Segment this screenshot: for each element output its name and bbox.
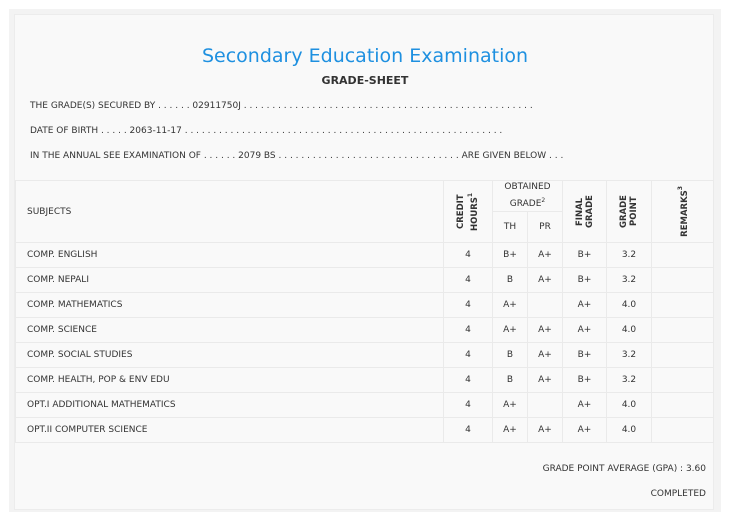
cell-final: A+: [562, 417, 607, 443]
cell-gp: 3.2: [606, 267, 652, 293]
cell-th: A+: [492, 317, 528, 343]
cell-subject: COMP. HEALTH, POP & ENV EDU: [15, 367, 444, 393]
table-row: COMP. MATHEMATICS 4 A+ A+ 4.0: [15, 292, 714, 318]
cell-final: A+: [562, 392, 607, 418]
cell-remarks: [651, 392, 714, 418]
cell-subject: COMP. SCIENCE: [15, 317, 444, 343]
table-row: COMP. NEPALI 4 B A+ B+ 3.2: [15, 267, 714, 293]
cell-subject: COMP. MATHEMATICS: [15, 292, 444, 318]
cell-credit: 4: [443, 267, 493, 293]
cell-pr: [527, 392, 563, 418]
credit-hours-header: CREDIT HOURS1: [443, 180, 493, 243]
table-row: OPT.II COMPUTER SCIENCE 4 A+ A+ A+ 4.0: [15, 417, 714, 443]
table-row: OPT.I ADDITIONAL MATHEMATICS 4 A+ A+ 4.0: [15, 392, 714, 418]
pr-header: PR: [527, 211, 563, 243]
cell-gp: 3.2: [606, 242, 652, 268]
cell-remarks: [651, 242, 714, 268]
cell-credit: 4: [443, 367, 493, 393]
cell-remarks: [651, 417, 714, 443]
cell-pr: A+: [527, 267, 563, 293]
cell-subject: COMP. ENGLISH: [15, 242, 444, 268]
status: COMPLETED: [650, 489, 706, 499]
cell-gp: 3.2: [606, 342, 652, 368]
exam-line: IN THE ANNUAL SEE EXAMINATION OF . . . .…: [30, 151, 564, 161]
cell-subject: COMP. NEPALI: [15, 267, 444, 293]
cell-credit: 4: [443, 292, 493, 318]
cell-credit: 4: [443, 392, 493, 418]
cell-gp: 4.0: [606, 317, 652, 343]
cell-subject: COMP. SOCIAL STUDIES: [15, 342, 444, 368]
cell-credit: 4: [443, 317, 493, 343]
cell-th: A+: [492, 292, 528, 318]
gpa: GRADE POINT AVERAGE (GPA) : 3.60: [542, 464, 706, 474]
cell-remarks: [651, 267, 714, 293]
cell-gp: 4.0: [606, 392, 652, 418]
secured-by-line: THE GRADE(S) SECURED BY . . . . . . 0291…: [30, 101, 533, 111]
cell-th: B: [492, 342, 528, 368]
cell-credit: 4: [443, 417, 493, 443]
cell-final: A+: [562, 292, 607, 318]
cell-gp: 4.0: [606, 292, 652, 318]
grade-sheet: Secondary Education Examination GRADE-SH…: [14, 14, 714, 510]
cell-th: B: [492, 367, 528, 393]
cell-gp: 4.0: [606, 417, 652, 443]
cell-th: B+: [492, 242, 528, 268]
cell-pr: [527, 292, 563, 318]
cell-gp: 3.2: [606, 367, 652, 393]
cell-remarks: [651, 317, 714, 343]
cell-final: A+: [562, 317, 607, 343]
cell-subject: OPT.II COMPUTER SCIENCE: [15, 417, 444, 443]
cell-pr: A+: [527, 317, 563, 343]
table-row: COMP. HEALTH, POP & ENV EDU 4 B A+ B+ 3.2: [15, 367, 714, 393]
cell-subject: OPT.I ADDITIONAL MATHEMATICS: [15, 392, 444, 418]
th-header: TH: [492, 211, 528, 243]
cell-pr: A+: [527, 417, 563, 443]
remarks-header: REMARKS3: [651, 180, 714, 243]
cell-pr: A+: [527, 342, 563, 368]
cell-pr: A+: [527, 367, 563, 393]
exam-title: Secondary Education Examination: [201, 45, 529, 67]
grades-table: SUBJECTS CREDIT HOURS1 OBTAINED GRADE2 F…: [15, 180, 714, 443]
cell-final: B+: [562, 242, 607, 268]
cell-final: B+: [562, 342, 607, 368]
grade-point-header: GRADE POINT: [606, 180, 652, 243]
cell-credit: 4: [443, 342, 493, 368]
cell-credit: 4: [443, 242, 493, 268]
subjects-header: SUBJECTS: [15, 180, 444, 243]
cell-th: B: [492, 267, 528, 293]
cell-remarks: [651, 292, 714, 318]
obtained-grade-header: OBTAINED GRADE2: [492, 180, 563, 212]
cell-th: A+: [492, 392, 528, 418]
cell-remarks: [651, 367, 714, 393]
grade-sheet-heading: GRADE-SHEET: [321, 74, 409, 87]
cell-th: A+: [492, 417, 528, 443]
dob-line: DATE OF BIRTH . . . . . 2063-11-17 . . .…: [30, 126, 503, 136]
table-row: COMP. SOCIAL STUDIES 4 B A+ B+ 3.2: [15, 342, 714, 368]
table-row: COMP. SCIENCE 4 A+ A+ A+ 4.0: [15, 317, 714, 343]
cell-pr: A+: [527, 242, 563, 268]
cell-final: B+: [562, 267, 607, 293]
cell-remarks: [651, 342, 714, 368]
table-row: COMP. ENGLISH 4 B+ A+ B+ 3.2: [15, 242, 714, 268]
cell-final: B+: [562, 367, 607, 393]
final-grade-header: FINAL GRADE: [562, 180, 607, 243]
